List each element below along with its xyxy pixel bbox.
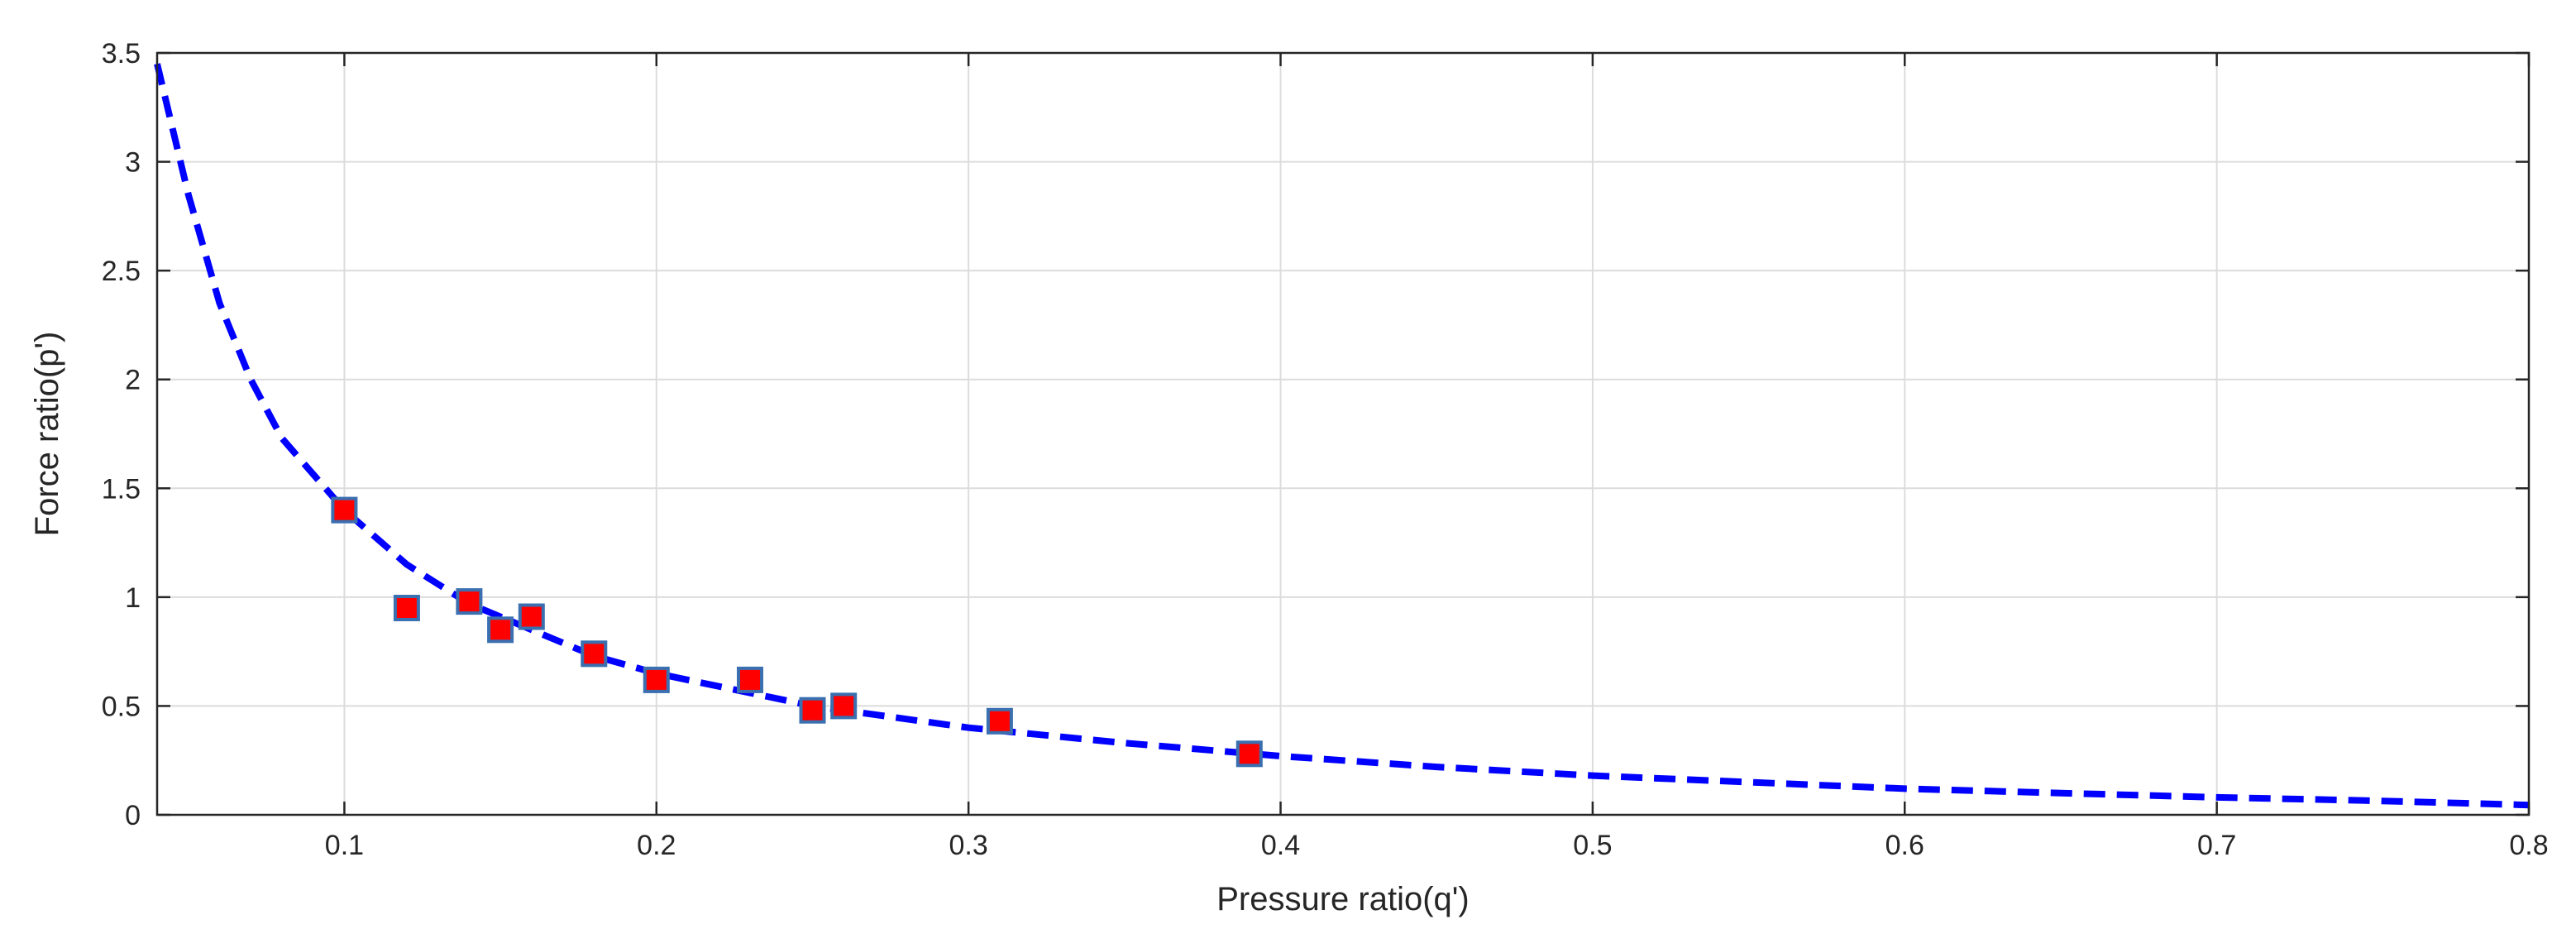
data-point: [830, 692, 858, 720]
x-tick-label: 0.3: [949, 830, 988, 861]
x-axis-title: Pressure ratio(q'): [1216, 881, 1470, 917]
y-axis-title: Force ratio(p'): [29, 332, 65, 537]
data-point: [581, 640, 608, 668]
y-tick-labels: 0 0.5 1 1.5 2 2.5 3 3.5: [102, 38, 141, 831]
data-point: [643, 666, 670, 693]
data-point: [1235, 740, 1263, 768]
y-tick-label: 2.5: [102, 256, 141, 287]
data-point: [737, 666, 763, 693]
data-point: [331, 496, 358, 524]
y-tick-label: 0: [125, 800, 141, 831]
data-points-layer: [331, 496, 1263, 768]
x-tick-label: 0.4: [1261, 830, 1300, 861]
data-point: [393, 595, 420, 621]
y-tick-label: 3.5: [102, 38, 141, 69]
data-point: [799, 697, 826, 724]
x-tick-label: 0.8: [2509, 830, 2548, 861]
x-tick-label: 0.7: [2197, 830, 2236, 861]
x-tick-label: 0.5: [1573, 830, 1612, 861]
y-tick-label: 1: [125, 582, 141, 614]
x-tick-label: 0.6: [1885, 830, 1924, 861]
data-point: [986, 707, 1013, 735]
x-tick-label: 0.2: [637, 830, 676, 861]
y-tick-label: 1.5: [102, 473, 141, 505]
y-tick-label: 2: [125, 365, 141, 396]
data-point: [518, 603, 545, 630]
y-tick-label: 0.5: [102, 691, 141, 722]
x-tick-label: 0.1: [325, 830, 364, 861]
data-point: [456, 588, 483, 615]
plot-frame: [155, 51, 2531, 816]
y-tick-label: 3: [125, 147, 141, 179]
data-point: [487, 616, 514, 644]
grid-lines: [157, 52, 2530, 816]
x-tick-labels: 0.1 0.2 0.3 0.4 0.5 0.6 0.7 0.8: [325, 830, 2549, 861]
